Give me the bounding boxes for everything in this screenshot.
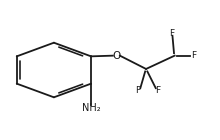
Text: O: O	[112, 51, 121, 61]
Text: F: F	[191, 51, 197, 60]
Text: F: F	[155, 86, 160, 95]
Text: NH₂: NH₂	[82, 103, 100, 113]
Text: F: F	[135, 86, 140, 95]
Text: F: F	[169, 29, 174, 38]
